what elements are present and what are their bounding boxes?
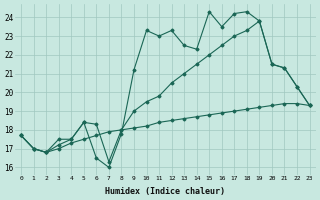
X-axis label: Humidex (Indice chaleur): Humidex (Indice chaleur) bbox=[105, 187, 225, 196]
